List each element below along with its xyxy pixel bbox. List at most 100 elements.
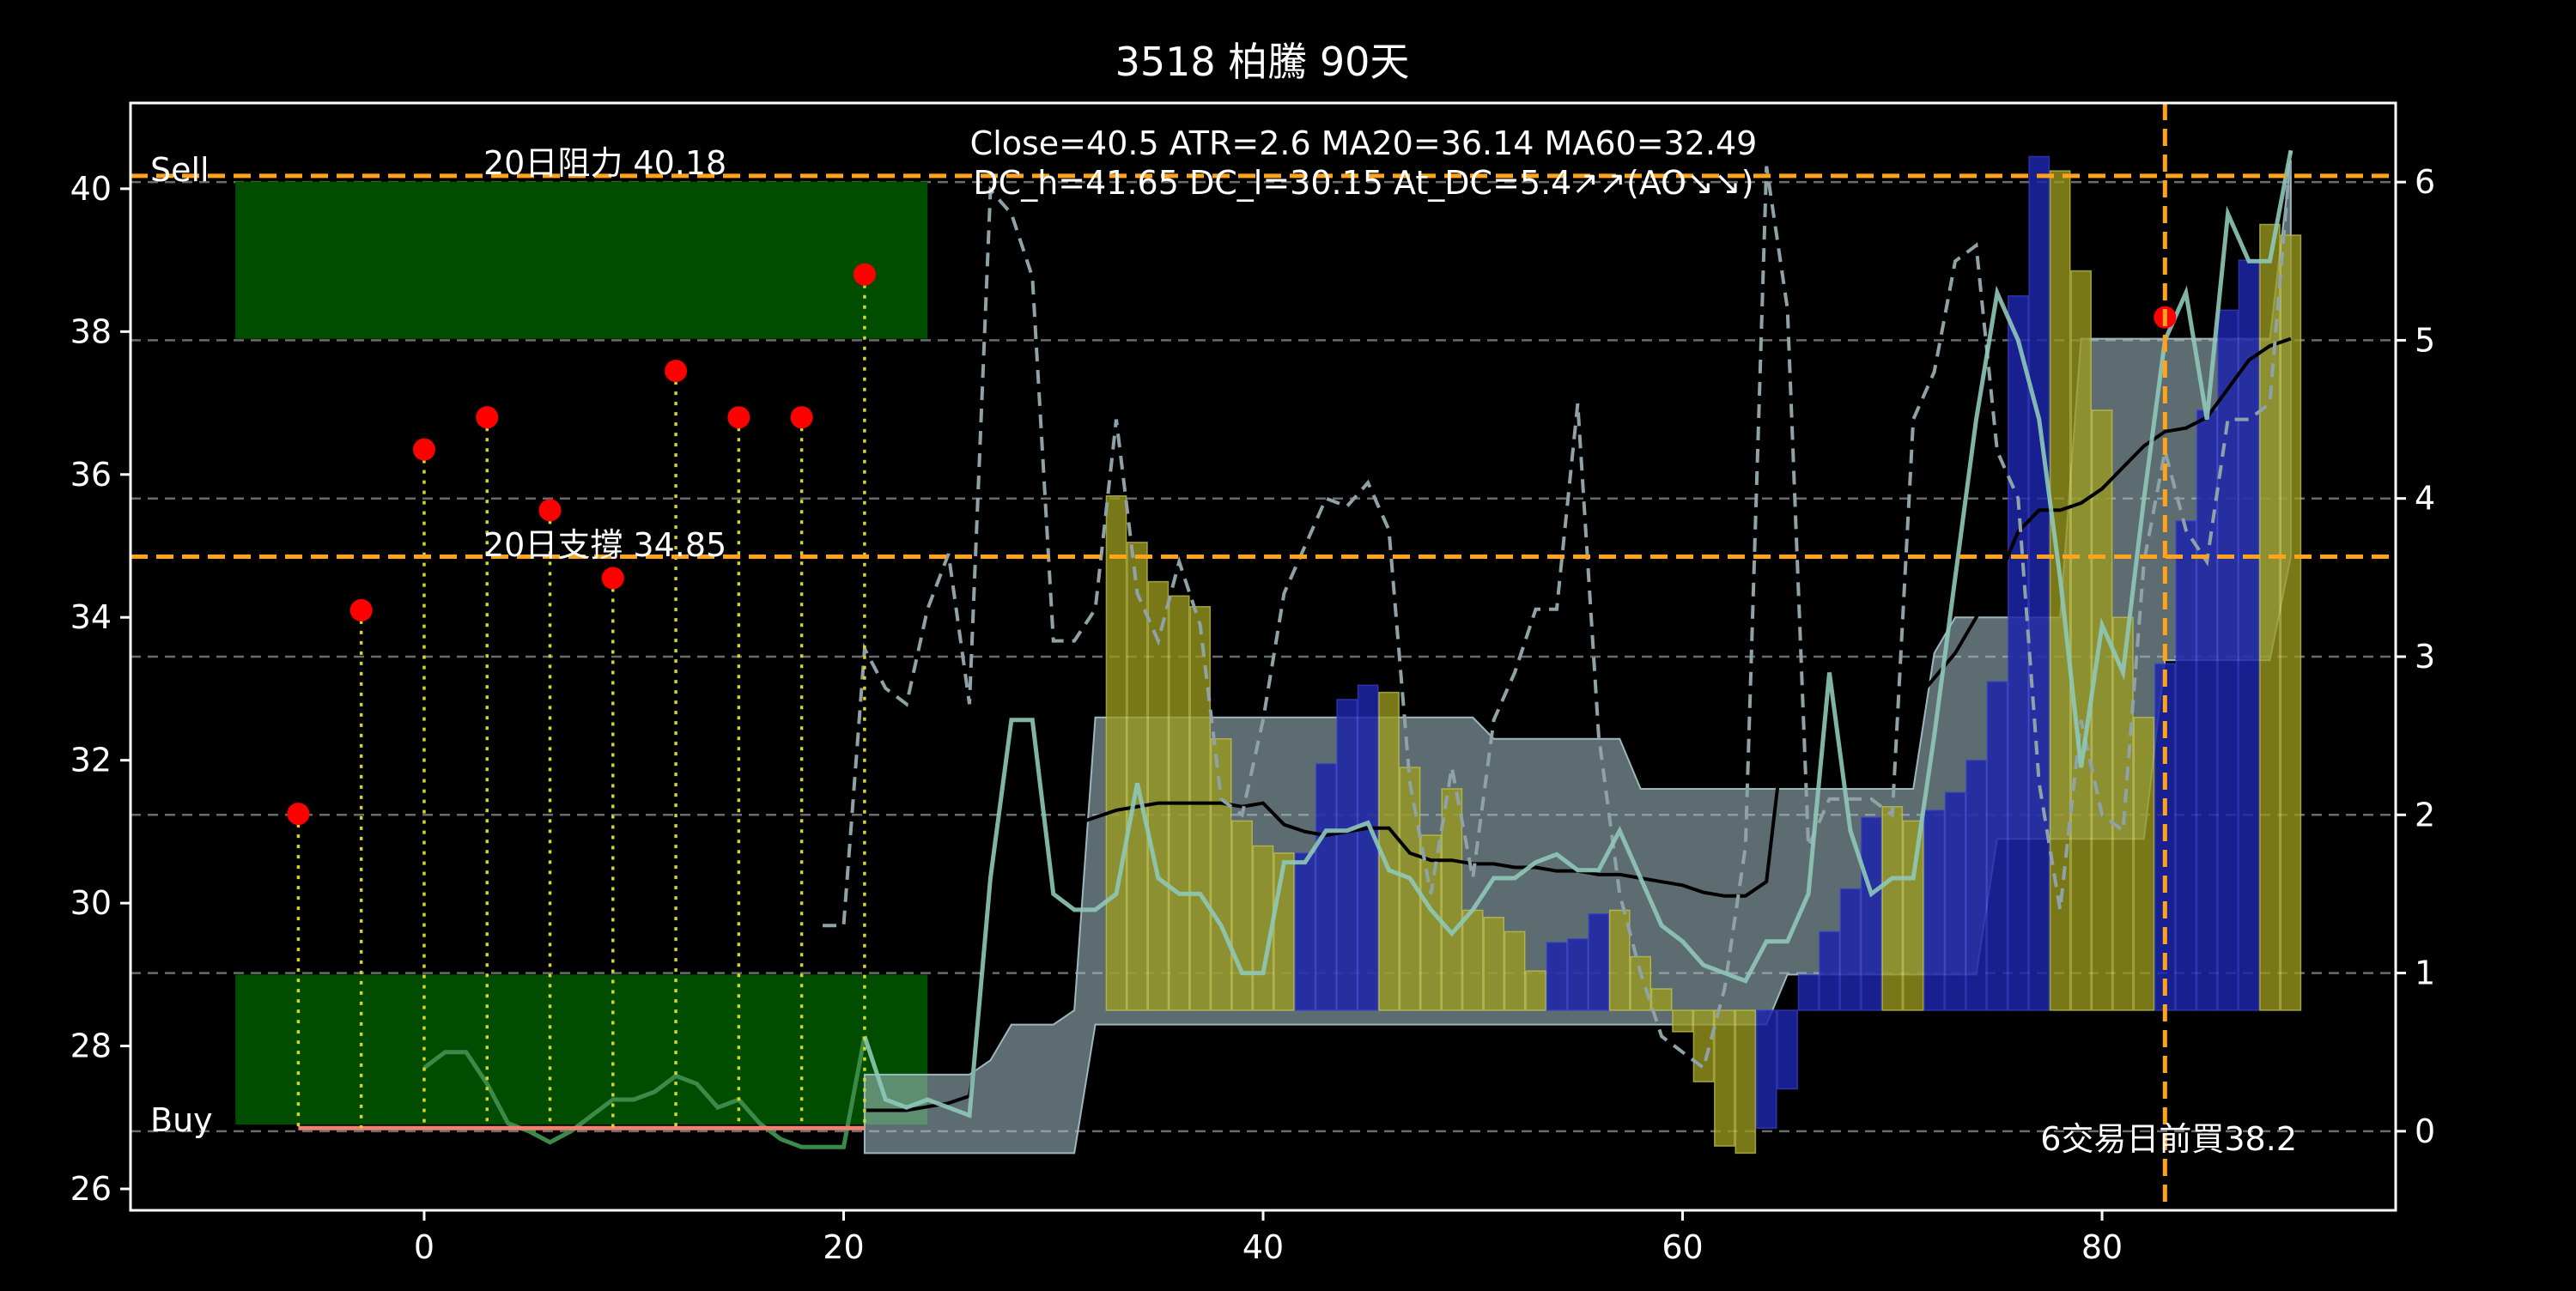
x-tick-label: 80 xyxy=(2081,1228,2123,1266)
histogram-bar xyxy=(1902,820,1924,1011)
x-tick-label: 20 xyxy=(823,1228,864,1266)
y2-tick-label: 3 xyxy=(2415,638,2435,676)
y-tick-label: 38 xyxy=(70,312,112,350)
signal-dot xyxy=(412,438,435,461)
histogram-bar xyxy=(1588,912,1610,1011)
histogram-bar xyxy=(1819,930,1840,1011)
signal-dot xyxy=(349,598,373,621)
y-tick-label: 30 xyxy=(70,884,112,922)
histogram-bar xyxy=(1839,888,1862,1011)
histogram-bar xyxy=(1797,973,1820,1011)
histogram-bar xyxy=(1231,820,1253,1011)
histogram-bar xyxy=(1273,852,1295,1011)
plot-frame xyxy=(129,101,2397,1212)
hlines-layer xyxy=(131,103,2396,1210)
y-tick-label: 26 xyxy=(70,1170,112,1208)
histogram-bar xyxy=(1881,806,1904,1011)
histogram-bar xyxy=(1630,955,1652,1011)
histogram-bar xyxy=(1294,852,1316,1011)
signal-dot xyxy=(727,406,750,429)
y2-tick-label: 4 xyxy=(2415,480,2435,518)
signal-dot xyxy=(853,263,876,286)
histogram-bar xyxy=(1105,494,1127,1011)
histogram-bar xyxy=(2133,716,2155,1011)
histogram-bar xyxy=(1441,788,1463,1011)
histogram-bar xyxy=(1147,580,1170,1011)
histogram-bar xyxy=(1735,1009,1757,1155)
histogram-bar xyxy=(1777,1009,1799,1090)
indicator-line xyxy=(862,149,2293,1118)
signal-dot xyxy=(601,567,624,590)
y-tick-label: 34 xyxy=(70,598,112,636)
histogram-bar xyxy=(1504,930,1526,1011)
histogram-bar xyxy=(1692,1009,1715,1082)
histogram-bar xyxy=(1336,699,1358,1011)
signal-dot xyxy=(287,803,310,826)
info-line-1: Close=40.5 ATR=2.6 MA20=36.14 MA60=32.49 xyxy=(970,124,1758,162)
histogram-bar xyxy=(1315,763,1337,1011)
y-tick-label: 28 xyxy=(70,1027,112,1065)
histogram-bar xyxy=(1210,737,1232,1011)
y2-tick-label: 0 xyxy=(2415,1112,2435,1150)
signal-dot xyxy=(790,406,813,429)
histogram-bar xyxy=(2070,270,2092,1011)
y-tick-label: 36 xyxy=(70,456,112,494)
zone-rect xyxy=(235,181,928,339)
dashed-indicator-line xyxy=(823,150,2293,1071)
buy-label: Buy xyxy=(150,1101,213,1139)
sell-label: Sell xyxy=(150,151,210,189)
zones-layer xyxy=(235,181,928,1125)
histogram-bar xyxy=(1965,759,1987,1011)
histogram-bar xyxy=(1525,970,1546,1011)
histogram-bar xyxy=(1357,684,1379,1011)
info-line-2: DC_h=41.65 DC_l=30.15 At_DC=5.4↗↗(AO↘↘) xyxy=(973,164,1753,202)
lines-layer xyxy=(422,149,2293,1149)
histogram-bar xyxy=(2196,409,2218,1011)
bars-layer xyxy=(1105,155,2302,1155)
signal-dot xyxy=(538,499,562,522)
histogram-bar xyxy=(2175,520,2197,1011)
histogram-bar xyxy=(2217,309,2239,1011)
histogram-bar xyxy=(2259,223,2281,1011)
histogram-bar xyxy=(1127,542,1148,1011)
y-tick-label: 32 xyxy=(70,742,112,779)
histogram-bar xyxy=(1461,909,1484,1011)
trade-note: 6交易日前買38.2 xyxy=(2040,1120,2297,1158)
support-label: 20日支撐 34.85 xyxy=(483,526,726,564)
signal-dot xyxy=(665,360,688,383)
y2-tick-label: 1 xyxy=(2415,955,2435,992)
histogram-bar xyxy=(1923,809,1945,1011)
x-tick-label: 0 xyxy=(414,1228,434,1266)
resistance-label: 20日阻力 40.18 xyxy=(483,144,726,182)
histogram-bar xyxy=(2238,259,2260,1011)
histogram-bar xyxy=(1860,816,1882,1011)
histogram-bar xyxy=(1546,942,1568,1011)
histogram-bar xyxy=(2280,234,2302,1011)
histogram-bar xyxy=(1483,917,1505,1011)
y2-tick-label: 5 xyxy=(2415,321,2435,359)
histogram-bar xyxy=(1189,605,1212,1011)
y2-tick-label: 6 xyxy=(2415,163,2435,201)
histogram-bar xyxy=(1755,1009,1777,1130)
histogram-bar xyxy=(2028,155,2050,1011)
histogram-bar xyxy=(1608,909,1631,1011)
histogram-bar xyxy=(1650,988,1673,1011)
histogram-bar xyxy=(1986,681,2008,1011)
zone-rect xyxy=(235,974,928,1125)
y-tick-label: 40 xyxy=(70,170,112,208)
histogram-bar xyxy=(1944,791,1966,1011)
signal-dot xyxy=(476,406,499,429)
histogram-bar xyxy=(1567,937,1589,1011)
histogram-bar xyxy=(1714,1009,1735,1147)
x-tick-label: 40 xyxy=(1242,1228,1284,1266)
chart-title: 3518 柏騰 90天 xyxy=(1115,39,1410,85)
histogram-bar xyxy=(2007,294,2029,1011)
histogram-bar xyxy=(2091,409,2113,1011)
y2-tick-label: 2 xyxy=(2415,796,2435,833)
indicator-line-early xyxy=(422,1035,867,1149)
x-tick-label: 60 xyxy=(1662,1228,1703,1266)
histogram-bar xyxy=(1672,1009,1693,1033)
